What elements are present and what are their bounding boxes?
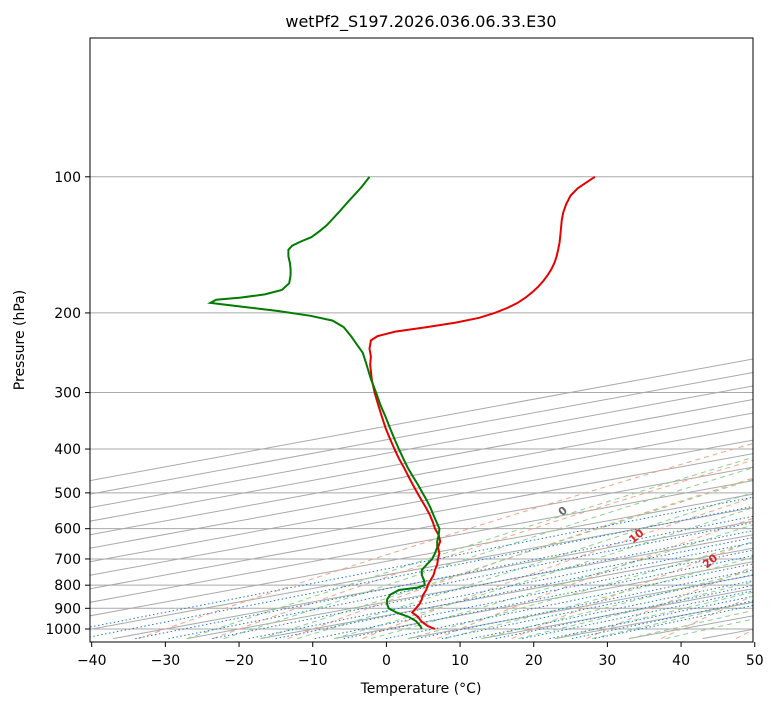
series-line-temperature	[368, 175, 596, 630]
dry-adiabat-20	[511, 540, 753, 640]
plot-frame	[89, 37, 754, 643]
y-tick-label-200: 200	[54, 306, 81, 322]
y-tick-label-400: 400	[54, 442, 81, 458]
dry-adiabat--10	[287, 477, 753, 640]
isotherm--80	[90, 453, 753, 576]
moist-adiabat-0	[334, 507, 753, 640]
mixing-ratio-line-2	[135, 515, 753, 640]
x-tick-label-5: 10	[451, 653, 469, 669]
isotherm--90	[90, 439, 753, 563]
series-line-dewpoint	[207, 176, 441, 630]
isotherm--20	[186, 534, 753, 640]
y-axis-label: Pressure (hPa)	[12, 290, 28, 390]
x-tick-label-3: −10	[298, 653, 328, 669]
moist-adiabat-25	[518, 581, 753, 640]
moist-adiabat--5	[297, 492, 753, 640]
x-tick-label-4: 0	[382, 653, 391, 669]
moist-adiabat--15	[223, 467, 753, 640]
mixing-ratio-line-16	[571, 600, 753, 640]
mixing-ratio-line-15	[549, 595, 753, 640]
x-tick-label-2: −20	[224, 653, 254, 669]
mixing-ratio-line-3	[168, 522, 753, 640]
isotherm--70	[90, 466, 753, 590]
dry-adiabat-10	[436, 517, 753, 640]
mixing-ratio-line-7	[314, 549, 753, 640]
isotherm--60	[90, 480, 753, 603]
dry-adiabat--20	[212, 459, 753, 640]
mixing-ratio-line-10	[416, 569, 753, 640]
x-tick-label-7: 30	[598, 653, 616, 669]
dry-adiabat-40	[660, 595, 753, 640]
isotherm--50	[90, 493, 753, 617]
isotherm--150	[90, 358, 753, 482]
x-tick-label-9: 50	[746, 653, 764, 669]
mixing-ratio-lines	[90, 496, 753, 640]
y-tick-label-1000: 1000	[45, 622, 81, 638]
x-tick-label-8: 40	[672, 653, 690, 669]
y-tick-label-600: 600	[54, 522, 81, 538]
mixing-ratio-line-5	[248, 537, 753, 640]
isotherm--10	[260, 547, 753, 640]
x-axis-label: Temperature (°C)	[360, 681, 482, 697]
plot-area: 0.10.20.40.611.52346810131620253036-100-…	[90, 175, 753, 640]
y-tick-label-800: 800	[54, 578, 81, 594]
y-tick-label-300: 300	[54, 386, 81, 402]
isotherm--130	[90, 385, 753, 509]
moist-adiabat--20	[186, 456, 753, 640]
isotherm--140	[90, 371, 753, 495]
y-tick-label-100: 100	[54, 170, 81, 186]
isotherm--120	[90, 399, 753, 522]
y-tick-label-900: 900	[54, 601, 81, 617]
x-tick-label-6: 20	[525, 653, 543, 669]
mixing-ratio-line-0	[90, 496, 753, 628]
dry-adiabat-0	[362, 496, 753, 640]
y-axis-ticks: 100 200 300 400 500 600 700 800 900 1000	[45, 170, 90, 638]
y-tick-label-500: 500	[54, 486, 81, 502]
moist-adiabat-30	[555, 591, 753, 640]
profile-lines	[207, 175, 596, 630]
y-tick-label-700: 700	[54, 552, 81, 568]
mixing-ratio-line-4	[212, 530, 753, 640]
isotherm--30	[113, 520, 753, 640]
moist-adiabat-5	[370, 524, 753, 640]
mixing-ratio-line-11	[441, 574, 753, 640]
x-tick-label-0: −40	[77, 653, 107, 669]
mixing-ratio-line-17	[594, 604, 753, 640]
moist-adiabat-lines	[186, 456, 753, 640]
x-tick-label-1: −30	[151, 653, 181, 669]
mixing-ratio-line-14	[522, 590, 753, 640]
moist-adiabat-15	[444, 556, 753, 640]
x-axis-ticks: −40 −30 −20 −10 0 10 20 30 40 50	[77, 642, 764, 669]
chart-title: wetPf2_S197.2026.036.06.33.E30	[285, 12, 556, 32]
dry-adiabat-lines	[138, 442, 753, 640]
